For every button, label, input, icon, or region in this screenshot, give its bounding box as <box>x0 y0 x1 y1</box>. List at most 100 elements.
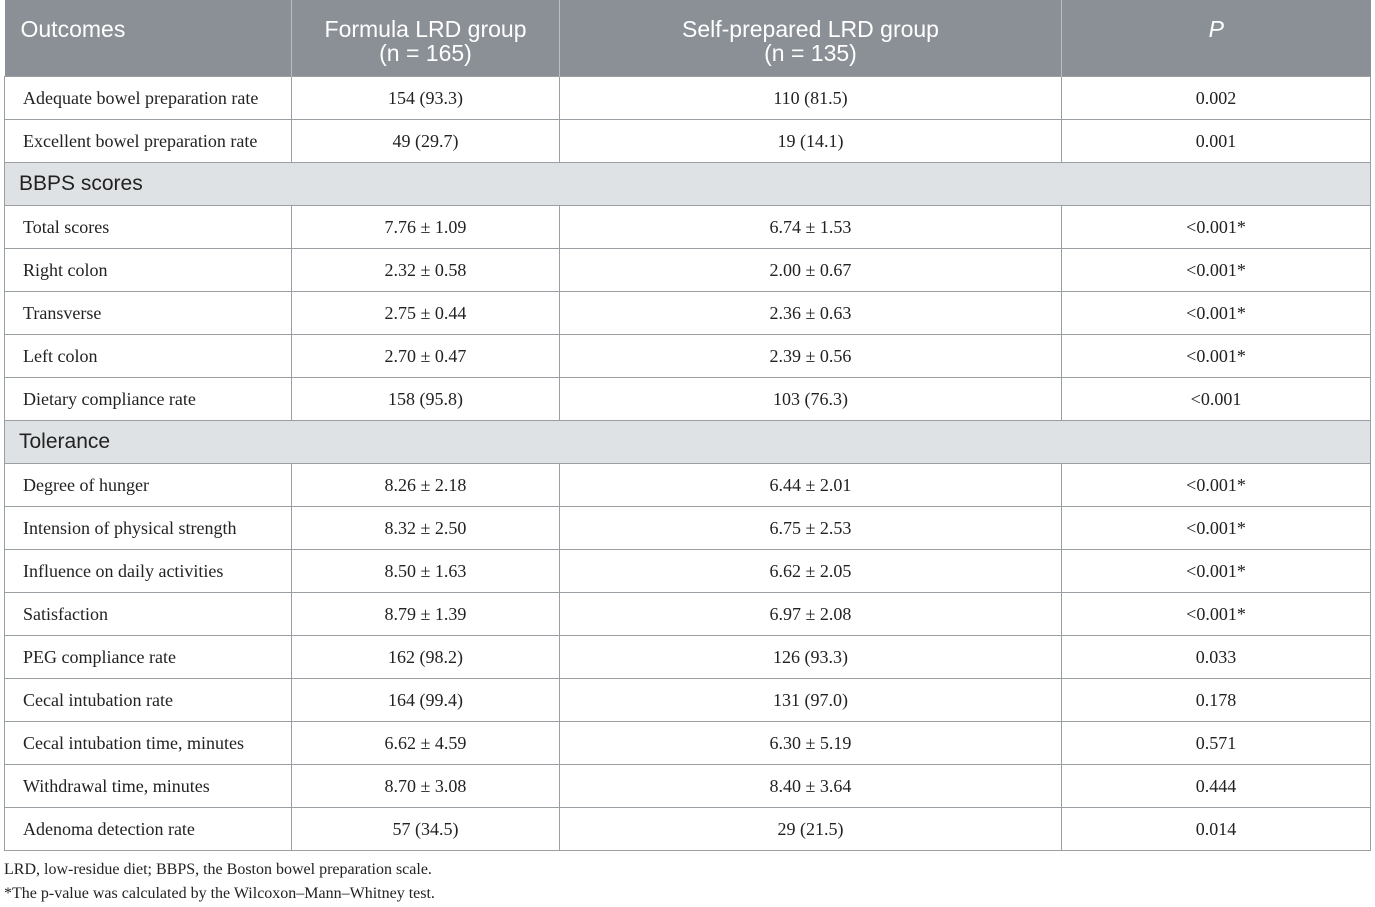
row-label-cell: Withdrawal time, minutes <box>4 764 292 808</box>
p-value-cell: 0.002 <box>1061 76 1371 120</box>
formula-value-cell: 154 (93.3) <box>291 76 560 120</box>
p-value-cell: <0.001* <box>1061 205 1371 249</box>
p-value-cell: <0.001* <box>1061 506 1371 550</box>
header-self-prepared-group: Self-prepared LRD group (n = 135) <box>559 0 1062 77</box>
header-formula-title: Formula LRD group <box>324 16 527 42</box>
row-label-cell: Right colon <box>4 248 292 292</box>
table-row: PEG compliance rate 162 (98.2) 126 (93.3) 0… <box>4 635 1371 679</box>
row-label-cell: Adenoma detection rate <box>4 807 292 851</box>
row-label-cell: Cecal intubation rate <box>4 678 292 722</box>
row-label-cell: Intension of physical strength <box>4 506 292 550</box>
header-self-n: (n = 135) <box>764 40 857 66</box>
row-label-cell: PEG compliance rate <box>4 635 292 679</box>
table-row: Cecal intubation time, minutes 6.62 ± 4.5… <box>4 721 1371 765</box>
row-label-cell: Cecal intubation time, minutes <box>4 721 292 765</box>
self-prepared-value-cell: 6.74 ± 1.53 <box>559 205 1062 249</box>
row-label-cell: Dietary compliance rate <box>4 377 292 421</box>
formula-value-cell: 2.75 ± 0.44 <box>291 291 560 335</box>
table-row: Right colon 2.32 ± 0.58 2.00 ± 0.67 <0.001* <box>4 248 1371 292</box>
self-prepared-value-cell: 29 (21.5) <box>559 807 1062 851</box>
self-prepared-value-cell: 6.62 ± 2.05 <box>559 549 1062 593</box>
results-table-container: Outcomes Formula LRD group (n = 165) Sel… <box>4 0 1371 851</box>
self-prepared-value-cell: 6.97 ± 2.08 <box>559 592 1062 636</box>
row-label-cell: Adequate bowel preparation rate <box>4 76 292 120</box>
row-label-cell: Excellent bowel preparation rate <box>4 119 292 163</box>
outcomes-table: Outcomes Formula LRD group (n = 165) Sel… <box>4 0 1371 851</box>
self-prepared-value-cell: 19 (14.1) <box>559 119 1062 163</box>
formula-value-cell: 49 (29.7) <box>291 119 560 163</box>
self-prepared-value-cell: 6.30 ± 5.19 <box>559 721 1062 765</box>
header-p-label: P <box>1208 16 1224 42</box>
header-outcomes-label: Outcomes <box>20 16 126 42</box>
self-prepared-value-cell: 6.44 ± 2.01 <box>559 463 1062 507</box>
table-row: Intension of physical strength 8.32 ± 2.5… <box>4 506 1371 550</box>
p-value-cell: <0.001 <box>1061 377 1371 421</box>
formula-value-cell: 2.32 ± 0.58 <box>291 248 560 292</box>
p-value-cell: <0.001* <box>1061 334 1371 378</box>
self-prepared-value-cell: 8.40 ± 3.64 <box>559 764 1062 808</box>
formula-value-cell: 158 (95.8) <box>291 377 560 421</box>
p-value-cell: 0.033 <box>1061 635 1371 679</box>
table-row: Transverse 2.75 ± 0.44 2.36 ± 0.63 <0.001* <box>4 291 1371 335</box>
row-label-cell: Total scores <box>4 205 292 249</box>
formula-value-cell: 57 (34.5) <box>291 807 560 851</box>
p-value-cell: <0.001* <box>1061 248 1371 292</box>
row-label-cell: Left colon <box>4 334 292 378</box>
formula-value-cell: 164 (99.4) <box>291 678 560 722</box>
row-label-cell: Degree of hunger <box>4 463 292 507</box>
footnote-wilcoxon: *The p-value was calculated by the Wilco… <box>4 885 435 902</box>
p-value-cell: <0.001* <box>1061 549 1371 593</box>
footnote-abbreviations: LRD, low-residue diet; BBPS, the Boston … <box>4 861 432 878</box>
formula-value-cell: 8.50 ± 1.63 <box>291 549 560 593</box>
formula-value-cell: 8.70 ± 3.08 <box>291 764 560 808</box>
row-label-cell: Satisfaction <box>4 592 292 636</box>
table-row: Influence on daily activities 8.50 ± 1.63… <box>4 549 1371 593</box>
p-value-cell: 0.444 <box>1061 764 1371 808</box>
formula-value-cell: 8.79 ± 1.39 <box>291 592 560 636</box>
header-outcomes: Outcomes <box>4 0 292 77</box>
table-row: Total scores 7.76 ± 1.09 6.74 ± 1.53 <0.001… <box>4 205 1371 249</box>
p-value-cell: 0.571 <box>1061 721 1371 765</box>
p-value-cell: 0.178 <box>1061 678 1371 722</box>
table-row: Excellent bowel preparation rate 49 (29.7… <box>4 119 1371 163</box>
self-prepared-value-cell: 6.75 ± 2.53 <box>559 506 1062 550</box>
self-prepared-value-cell: 2.39 ± 0.56 <box>559 334 1062 378</box>
self-prepared-value-cell: 131 (97.0) <box>559 678 1062 722</box>
table-row: Adequate bowel preparation rate 154 (93.3… <box>4 76 1371 120</box>
header-formula-n: (n = 165) <box>379 40 472 66</box>
section-header-row: BBPS scores <box>4 162 1371 206</box>
self-prepared-value-cell: 103 (76.3) <box>559 377 1062 421</box>
formula-value-cell: 6.62 ± 4.59 <box>291 721 560 765</box>
self-prepared-value-cell: 126 (93.3) <box>559 635 1062 679</box>
table-row: Dietary compliance rate 158 (95.8) 103 (76… <box>4 377 1371 421</box>
p-value-cell: <0.001* <box>1061 592 1371 636</box>
table-row: Withdrawal time, minutes 8.70 ± 3.08 8.40 … <box>4 764 1371 808</box>
section-header-row: Tolerance <box>4 420 1371 464</box>
table-row: Adenoma detection rate 57 (34.5) 29 (21.5)… <box>4 807 1371 851</box>
formula-value-cell: 7.76 ± 1.09 <box>291 205 560 249</box>
row-label-cell: Transverse <box>4 291 292 335</box>
row-label-cell: Influence on daily activities <box>4 549 292 593</box>
table-row: Degree of hunger 8.26 ± 2.18 6.44 ± 2.01 <0… <box>4 463 1371 507</box>
table-row: Satisfaction 8.79 ± 1.39 6.97 ± 2.08 <0.001… <box>4 592 1371 636</box>
header-self-title: Self-prepared LRD group <box>682 16 939 42</box>
table-body: Adequate bowel preparation rate 154 (93.3… <box>4 76 1371 851</box>
self-prepared-value-cell: 2.00 ± 0.67 <box>559 248 1062 292</box>
p-value-cell: <0.001* <box>1061 463 1371 507</box>
table-row: Left colon 2.70 ± 0.47 2.39 ± 0.56 <0.001* <box>4 334 1371 378</box>
p-value-cell: <0.001* <box>1061 291 1371 335</box>
header-formula-group: Formula LRD group (n = 165) <box>291 0 560 77</box>
section-label: BBPS scores <box>4 162 1371 206</box>
header-p-value: P <box>1061 0 1371 77</box>
formula-value-cell: 8.26 ± 2.18 <box>291 463 560 507</box>
section-label: Tolerance <box>4 420 1371 464</box>
formula-value-cell: 2.70 ± 0.47 <box>291 334 560 378</box>
table-header-row: Outcomes Formula LRD group (n = 165) Sel… <box>4 0 1371 77</box>
self-prepared-value-cell: 110 (81.5) <box>559 76 1062 120</box>
self-prepared-value-cell: 2.36 ± 0.63 <box>559 291 1062 335</box>
formula-value-cell: 8.32 ± 2.50 <box>291 506 560 550</box>
formula-value-cell: 162 (98.2) <box>291 635 560 679</box>
table-footnotes: LRD, low-residue diet; BBPS, the Boston … <box>4 858 435 906</box>
table-row: Cecal intubation rate 164 (99.4) 131 (97.0… <box>4 678 1371 722</box>
p-value-cell: 0.001 <box>1061 119 1371 163</box>
